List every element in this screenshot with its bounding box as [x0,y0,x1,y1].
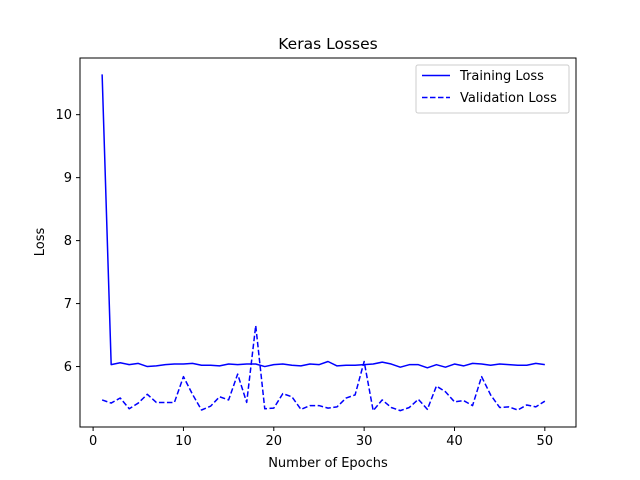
x-tick-label: 10 [175,434,192,449]
series-line-training-loss [101,74,545,369]
legend: Training Loss Validation Loss [415,64,570,114]
x-axis-label: Number of Epochs [268,456,388,471]
x-tick-label: 50 [537,434,554,449]
legend-label-training-loss: Training Loss [459,69,544,84]
y-axis-label: Loss [33,228,48,257]
y-tick-label: 7 [64,297,72,312]
x-tick-label: 0 [89,434,97,449]
y-tick-label: 10 [55,108,72,123]
x-tick-label: 40 [446,434,463,449]
legend-label-validation-loss: Validation Loss [460,91,557,106]
axis-ticks: 0 10 20 30 40 50 6 7 8 9 10 [55,108,553,449]
series-lines [101,74,546,412]
x-tick-label: 20 [266,434,283,449]
x-tick-label: 30 [356,434,373,449]
y-tick-label: 8 [64,234,72,249]
y-tick-label: 9 [64,171,72,186]
legend-box [415,64,570,114]
series-line-validation-loss [101,324,546,412]
y-tick-label: 6 [64,360,72,375]
axes-frame [79,57,577,428]
chart-title: Keras Losses [278,35,377,53]
